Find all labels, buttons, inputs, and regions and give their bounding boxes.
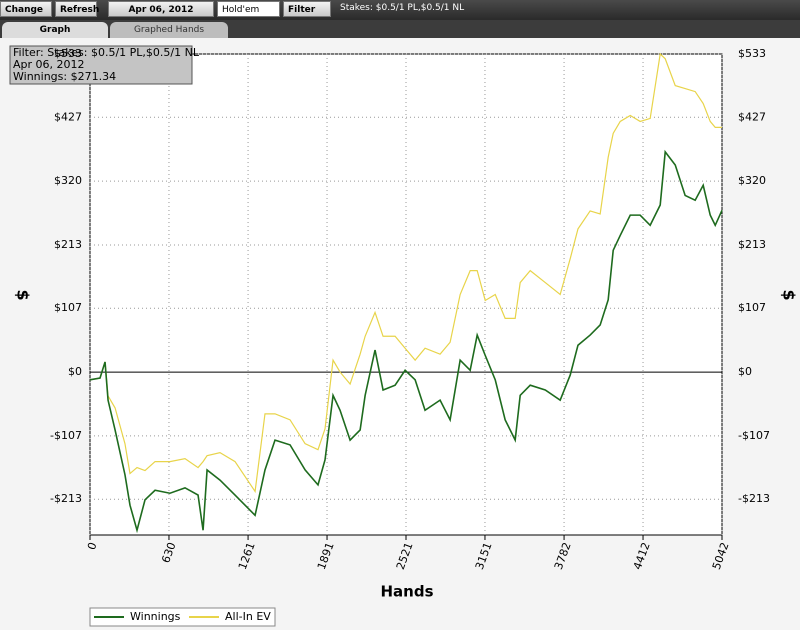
filter-button[interactable]: Filter xyxy=(283,1,331,17)
y2-tick-label: $533 xyxy=(738,47,766,60)
y2-tick-label: $427 xyxy=(738,110,766,123)
legend-box xyxy=(89,607,276,627)
info-date: Apr 06, 2012 xyxy=(13,58,85,71)
y-tick-label: $213 xyxy=(54,238,82,251)
tab-bar: Graph Graphed Hands xyxy=(0,20,800,38)
y2-tick-label: $320 xyxy=(738,174,766,187)
legend-label: Winnings xyxy=(130,610,181,623)
stakes-label: Stakes: $0.5/1 PL,$0.5/1 NL xyxy=(340,3,465,13)
x-tick-label: 0 xyxy=(85,541,100,552)
legend-label: All-In EV xyxy=(225,610,271,623)
lines xyxy=(89,52,723,534)
chart: Hands $ $ Filter: Stakes: $0.5/1 PL,$0.5… xyxy=(0,38,800,630)
y-axis-label: $ xyxy=(14,289,33,300)
info-winnings: Winnings: $271.34 xyxy=(13,70,116,83)
series-line xyxy=(89,52,722,494)
change-button[interactable]: Change xyxy=(0,1,52,17)
game-select[interactable]: Hold'em xyxy=(217,1,280,17)
tab[interactable]: Graphed Hands xyxy=(110,22,228,38)
y-tick-label: $320 xyxy=(54,174,82,187)
info-filter: Filter: Stakes: $0.5/1 PL,$0.5/1 NL xyxy=(13,46,200,59)
y-tick-label: $107 xyxy=(54,301,82,314)
legend: Winnings All-In EV xyxy=(89,607,276,627)
y2-tick-label: $107 xyxy=(738,301,766,314)
date-button[interactable]: Apr 06, 2012 xyxy=(108,1,214,17)
y2-tick-label: $213 xyxy=(738,238,766,251)
y2-tick-label: $0 xyxy=(738,365,752,378)
y2-tick-label: -$107 xyxy=(738,429,770,442)
y-tick-label: $533 xyxy=(54,47,82,60)
y-tick-label: -$213 xyxy=(50,492,82,505)
x-axis-label: Hands xyxy=(380,583,433,601)
y2-axis-label: $ xyxy=(780,289,799,300)
y2-tick-label: -$213 xyxy=(738,492,770,505)
info-box-background xyxy=(9,45,193,85)
info-box: Filter: Stakes: $0.5/1 PL,$0.5/1 NL Apr … xyxy=(9,45,200,85)
grid xyxy=(89,53,723,535)
tab[interactable]: Graph xyxy=(2,22,108,38)
y-tick-label: $0 xyxy=(68,365,82,378)
refresh-button[interactable]: Refresh xyxy=(55,1,99,17)
y-tick-label: -$107 xyxy=(50,429,82,442)
toolbar: Change Refresh Apr 06, 2012 Hold'em Filt… xyxy=(0,0,800,20)
y-tick-label: $427 xyxy=(54,110,82,123)
series-line xyxy=(89,149,723,534)
